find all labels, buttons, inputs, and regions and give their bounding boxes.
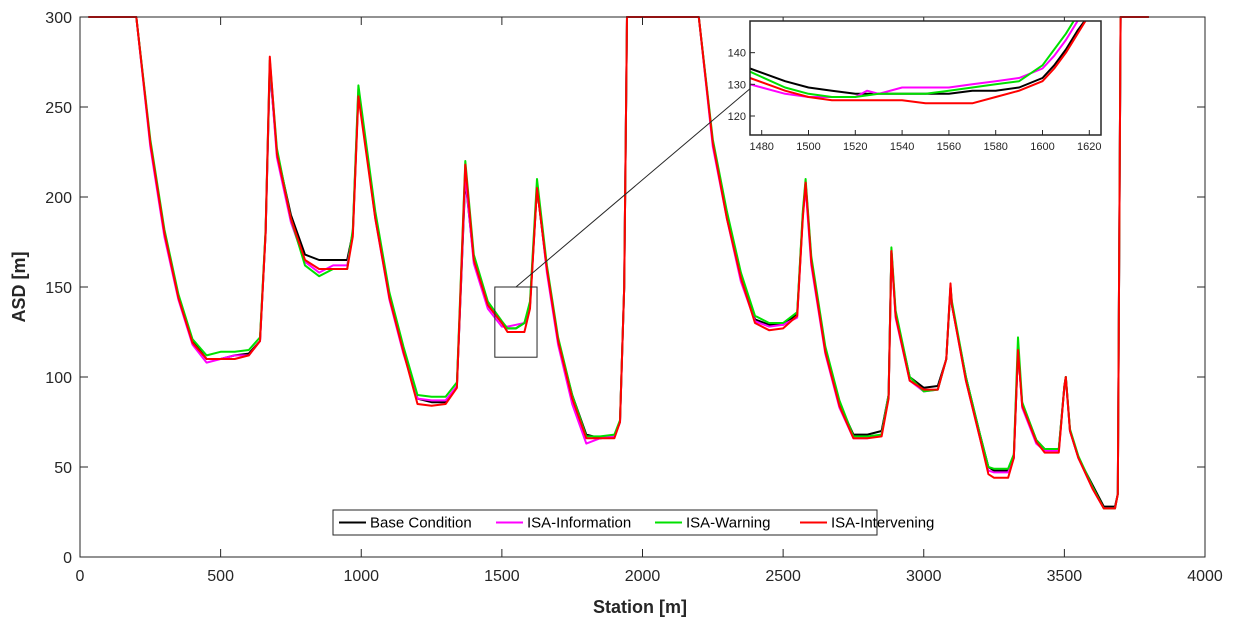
x-tick-label: 3500 [1047,568,1083,585]
main-axes: 0 500 1000 1500 2000 2500 3000 3500 4000 0 50 100 15… [45,10,1223,585]
x-tick-label: 1000 [343,568,379,585]
y-tick-label: 300 [45,10,72,27]
inset-frame [749,20,1102,136]
x-tick-label: 1500 [484,568,520,585]
inset-x-tick-label: 1600 [1030,141,1054,153]
zoom-connector-line [515,58,786,288]
inset-series-line-0 [750,21,1086,95]
x-tick-label: 0 [76,568,85,585]
inset-y-tick-label: 130 [728,79,746,91]
inset-x-tick-label: 1540 [890,141,914,153]
x-axis-title: Station [m] [593,597,687,617]
inset-series-line-2 [750,21,1075,98]
y-tick-label: 0 [63,550,72,567]
y-tick-label: 150 [45,280,72,297]
inset-x-tick-label: 1500 [796,141,820,153]
legend-label-2: ISA-Warning [686,515,770,532]
legend-box [332,509,878,536]
x-tick-label: 2500 [765,568,801,585]
y-axis-title: ASD [m] [9,252,29,323]
y-tick-label: 250 [45,100,72,117]
x-tick-label: 3000 [906,568,942,585]
legend: Base Condition ISA-Information ISA-Warning… [332,509,934,536]
inset-x-tick-label: 1480 [749,141,773,153]
legend-label-1: ISA-Information [527,515,631,532]
inset-x-tick-label: 1620 [1077,141,1101,153]
legend-label-3: ISA-Intervening [831,515,934,532]
x-tick-label: 4000 [1187,568,1223,585]
zoom-indicator [494,58,786,358]
y-tick-label: 100 [45,370,72,387]
inset-y-tick-label: 140 [728,48,746,60]
inset-x-tick-label: 1580 [983,141,1007,153]
inset-series-line-3 [750,21,1087,105]
y-tick-label: 50 [54,460,72,477]
inset-background [750,21,1101,135]
x-tick-label: 500 [207,568,234,585]
legend-label-0: Base Condition [370,515,472,532]
inset-x-tick-label: 1560 [937,141,961,153]
inset-plot: 1480 1500 1520 1540 1560 1580 1600 1620 120 130 14… [728,20,1102,153]
inset-y-tick-label: 120 [728,111,746,123]
y-tick-label: 200 [45,190,72,207]
x-tick-label: 2000 [625,568,661,585]
inset-x-tick-label: 1520 [843,141,867,153]
